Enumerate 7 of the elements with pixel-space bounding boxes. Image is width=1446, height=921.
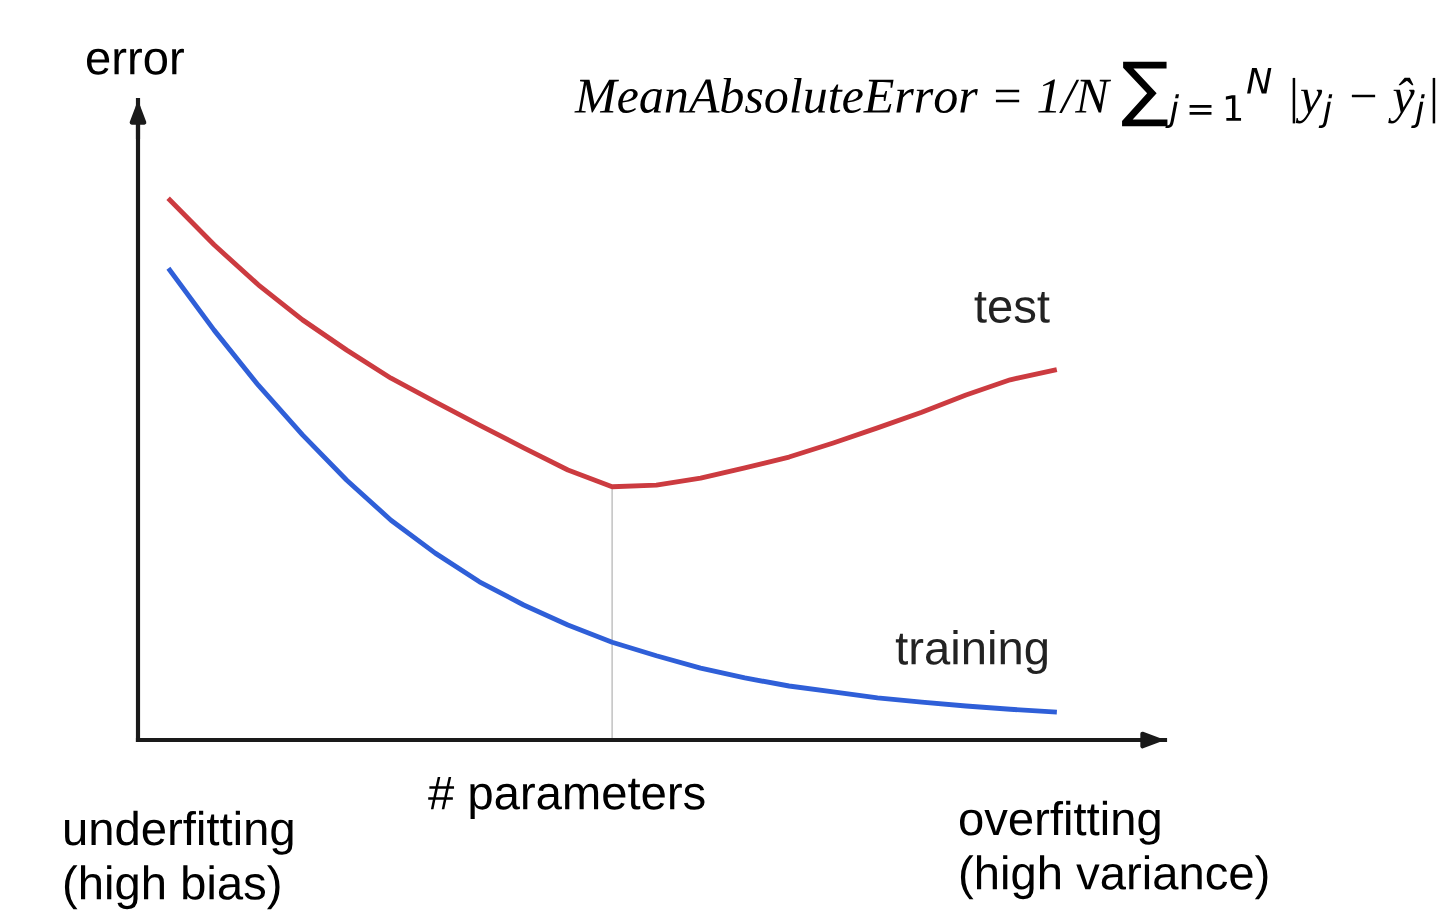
series-label: training: [895, 630, 1047, 675]
series-label: test: [974, 291, 1050, 323]
x-axis-title: # parameters: [428, 776, 705, 820]
y-axis-title: error: [87, 48, 184, 75]
text: overfitting (high variance): [959, 800, 1268, 900]
text: underfitting (high bias): [64, 810, 293, 910]
text: MeanAbsoluteError = 1/N ∑$_{j=1}$$^{N}$ |y$_{j}$ − ŷ$_{j}$|: [574, 61, 1436, 129]
